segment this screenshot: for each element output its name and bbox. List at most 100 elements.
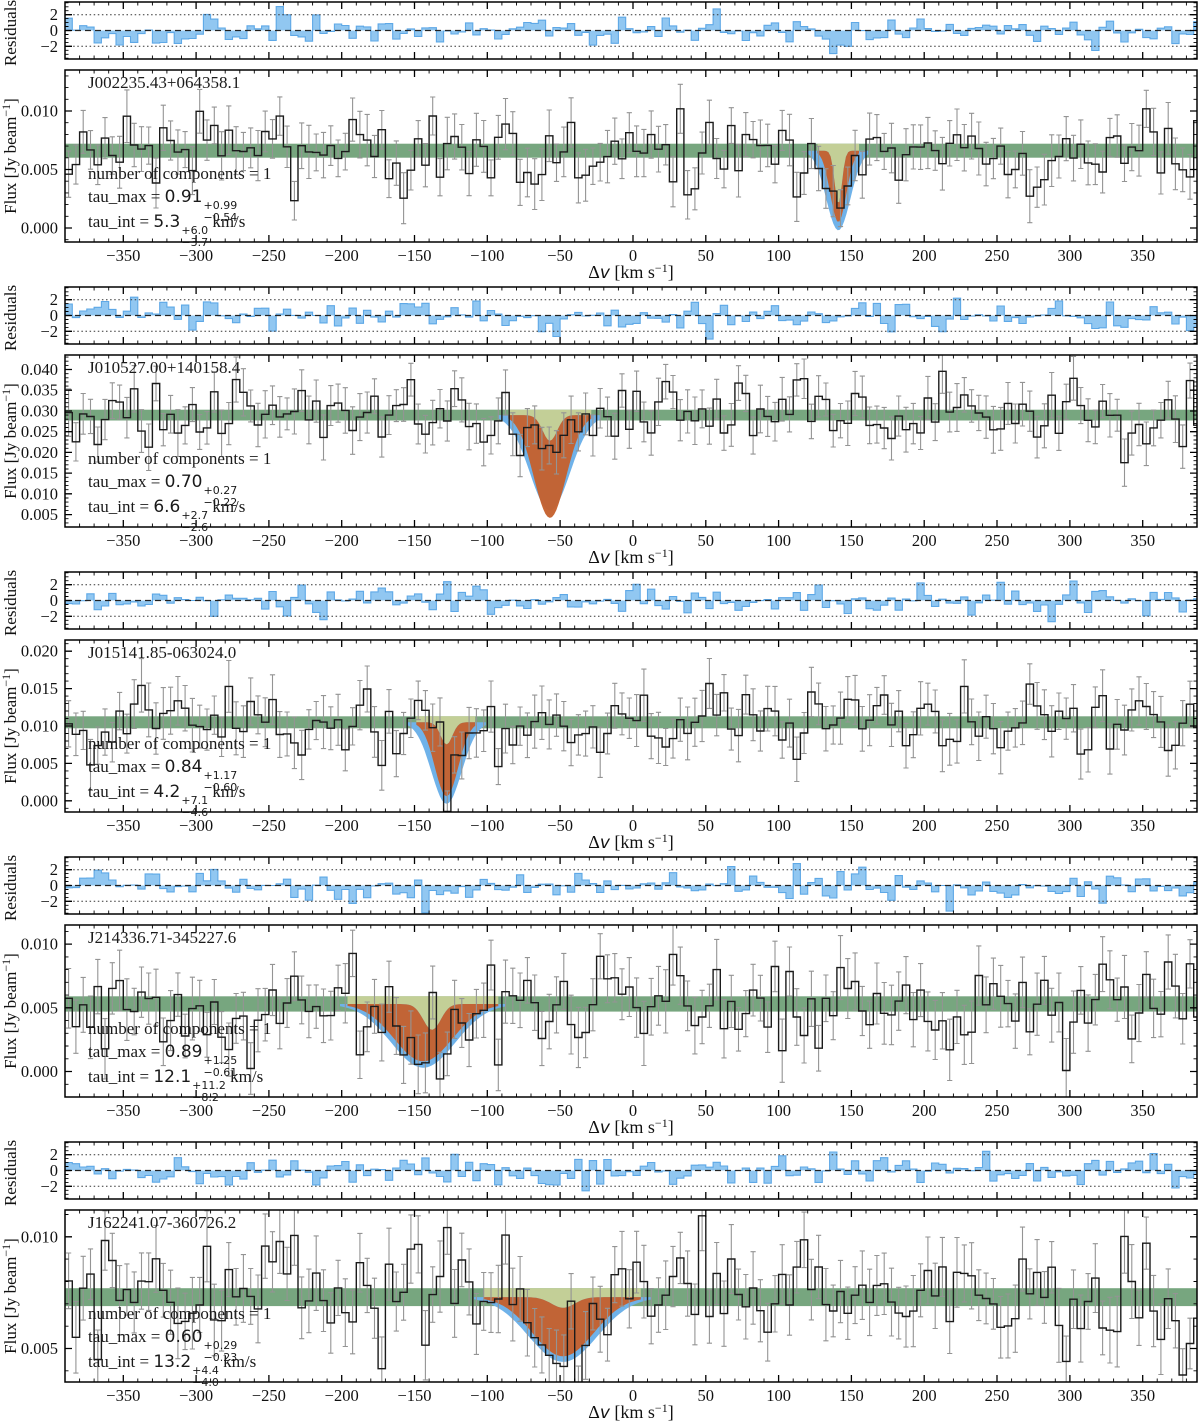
x-tick-label: 0 xyxy=(629,816,637,835)
flux-y-tick-label: 0.040 xyxy=(21,360,58,379)
residuals-step-line xyxy=(65,1150,1197,1192)
x-tick-label: 350 xyxy=(1130,246,1155,265)
flux-y-tick-label: 0.000 xyxy=(21,219,58,238)
x-tick-label: −150 xyxy=(397,1101,431,1120)
x-tick-label: 200 xyxy=(912,816,937,835)
x-tick-label: −150 xyxy=(397,816,431,835)
flux-axes-frame xyxy=(64,924,1198,1098)
x-tick-label: 300 xyxy=(1058,246,1083,265)
residuals-fill xyxy=(65,297,1197,340)
flux-y-tick-label: 0.000 xyxy=(21,1062,58,1081)
x-tick-label: 50 xyxy=(698,1386,715,1405)
residuals-step-line xyxy=(65,580,1197,623)
tau-max-errors: +0.29 −0.23 xyxy=(203,1340,237,1363)
flux-panel xyxy=(65,657,1197,812)
residuals-y-tick-label: 2 xyxy=(50,575,58,594)
tau-int-value: 4.2 xyxy=(153,782,181,802)
panel-group-4: −350 −300 −250 −200 −150 −100 −50 0 50 100 150 200 2… xyxy=(0,855,1200,1140)
residuals-panel xyxy=(65,6,1197,55)
panel-group-2: −350 −300 −250 −200 −150 −100 −50 0 50 100 150 200 2… xyxy=(0,285,1200,570)
tau-int-label: tau_int = xyxy=(88,1352,154,1371)
spectrum-step-line xyxy=(65,1215,1197,1382)
residuals-y-tick-label: 2 xyxy=(50,860,58,879)
residuals-axes-frame xyxy=(64,1,1198,60)
x-tick-label: −250 xyxy=(252,816,286,835)
residuals-y-axis-label: Residuals xyxy=(1,855,20,921)
tau-int-value: 12.1 xyxy=(153,1067,192,1087)
model-fit-envelope xyxy=(416,722,476,797)
continuum-band-over-model xyxy=(508,409,592,441)
flux-panel xyxy=(65,83,1197,231)
tau-max-errors: +0.27 −0.22 xyxy=(203,485,237,508)
tau-int-errors: +2.7 −2.6 xyxy=(181,510,208,533)
x-tick-label: 350 xyxy=(1130,1386,1155,1405)
panel-group-5: −350 −300 −250 −200 −150 −100 −50 0 50 100 150 200 2… xyxy=(0,1140,1200,1424)
x-tick-label: 50 xyxy=(698,246,715,265)
x-tick-label: −100 xyxy=(470,816,504,835)
x-tick-label: 350 xyxy=(1130,1101,1155,1120)
tau-int-plus-error: +4.4 xyxy=(192,1364,219,1377)
residuals-y-tick-label: 0 xyxy=(50,1161,58,1180)
tau-int-plus-error: +2.7 xyxy=(181,509,209,522)
residuals-y-tick-label: 0 xyxy=(50,876,58,895)
panel-title: J162241.07-360726.2 xyxy=(88,1213,237,1232)
tau-max-value: 0.84 xyxy=(164,757,203,777)
residuals-step-line xyxy=(65,863,1197,914)
tau-max-label: tau_max = xyxy=(88,187,165,206)
major-ticks xyxy=(65,857,1197,1097)
flux-y-tick-label: 0.005 xyxy=(21,998,58,1017)
x-tick-label: −250 xyxy=(252,531,286,550)
residuals-y-tick-label: −2 xyxy=(40,37,58,56)
x-tick-label: −200 xyxy=(325,1101,359,1120)
spectrum-plot-2: −350 −300 −250 −200 −150 −100 −50 0 50 100 150 200 2… xyxy=(0,285,1198,568)
tau-int-minus-error: −8.2 xyxy=(192,1090,219,1104)
continuum-band xyxy=(65,716,1197,729)
x-tick-label: −150 xyxy=(397,1386,431,1405)
panel-title: J010527.00+140158.4 xyxy=(88,358,241,377)
residuals-y-tick-label: −2 xyxy=(40,322,58,341)
x-tick-label: 350 xyxy=(1130,816,1155,835)
major-ticks xyxy=(65,2,1197,242)
tau-int-minus-error: −4.6 xyxy=(181,805,209,819)
tau-max-annotation: tau_max = 0.89 +1.25 −0.61 xyxy=(88,1041,237,1078)
model-fit-envelope xyxy=(483,1297,641,1357)
x-tick-label: −150 xyxy=(397,246,431,265)
x-tick-label: 0 xyxy=(629,1386,637,1405)
residuals-y-tick-label: 2 xyxy=(50,5,58,24)
tau-int-annotation: tau_int = 6.6 +2.7 −2.6 km/s xyxy=(88,496,246,533)
x-tick-label: −350 xyxy=(106,1386,140,1405)
x-tick-label: −300 xyxy=(179,531,213,550)
panel-group-3: −350 −300 −250 −200 −150 −100 −50 0 50 100 150 200 2… xyxy=(0,570,1200,855)
tau-max-value: 0.91 xyxy=(164,187,203,207)
residuals-y-axis-label: Residuals xyxy=(1,285,20,351)
tau-max-value: 0.70 xyxy=(164,472,203,492)
flux-y-tick-label: 0.025 xyxy=(21,422,58,441)
tau-max-errors: +1.25 −0.61 xyxy=(203,1055,237,1078)
tau-int-errors: +11.2 −8.2 xyxy=(192,1080,226,1103)
x-tick-label: −250 xyxy=(252,246,286,265)
residuals-y-axis-label: Residuals xyxy=(1,0,20,66)
tau-int-minus-error: −2.6 xyxy=(181,520,209,534)
tau-int-plus-error: +11.2 xyxy=(192,1079,226,1092)
tau-max-value: 0.89 xyxy=(164,1042,203,1062)
residuals-panel xyxy=(65,1150,1197,1192)
panel-title: J015141.85-063024.0 xyxy=(88,643,237,662)
tau-max-annotation: tau_max = 0.91 +0.99 −0.54 xyxy=(88,186,237,223)
x-axis-label: Δv [km s−1] xyxy=(588,831,673,853)
tau-int-plus-error: +7.1 xyxy=(181,794,209,807)
x-tick-label: 150 xyxy=(839,816,864,835)
x-tick-label: −350 xyxy=(106,816,140,835)
tau-max-minus-error: −0.60 xyxy=(203,780,238,794)
tau-int-label: tau_int = xyxy=(88,782,154,801)
residuals-axes-frame xyxy=(64,286,1198,345)
tau-max-value: 0.60 xyxy=(164,1327,203,1347)
x-tick-label: −50 xyxy=(547,1386,573,1405)
x-tick-label: −50 xyxy=(547,1101,573,1120)
x-tick-label: −200 xyxy=(325,1386,359,1405)
tau-int-unit: km/s xyxy=(208,497,246,516)
x-tick-label: −250 xyxy=(252,1101,286,1120)
x-tick-label: 150 xyxy=(839,1101,864,1120)
flux-y-axis-label: Flux [Jy beam−1] xyxy=(0,953,20,1069)
x-tick-label: 0 xyxy=(629,1101,637,1120)
